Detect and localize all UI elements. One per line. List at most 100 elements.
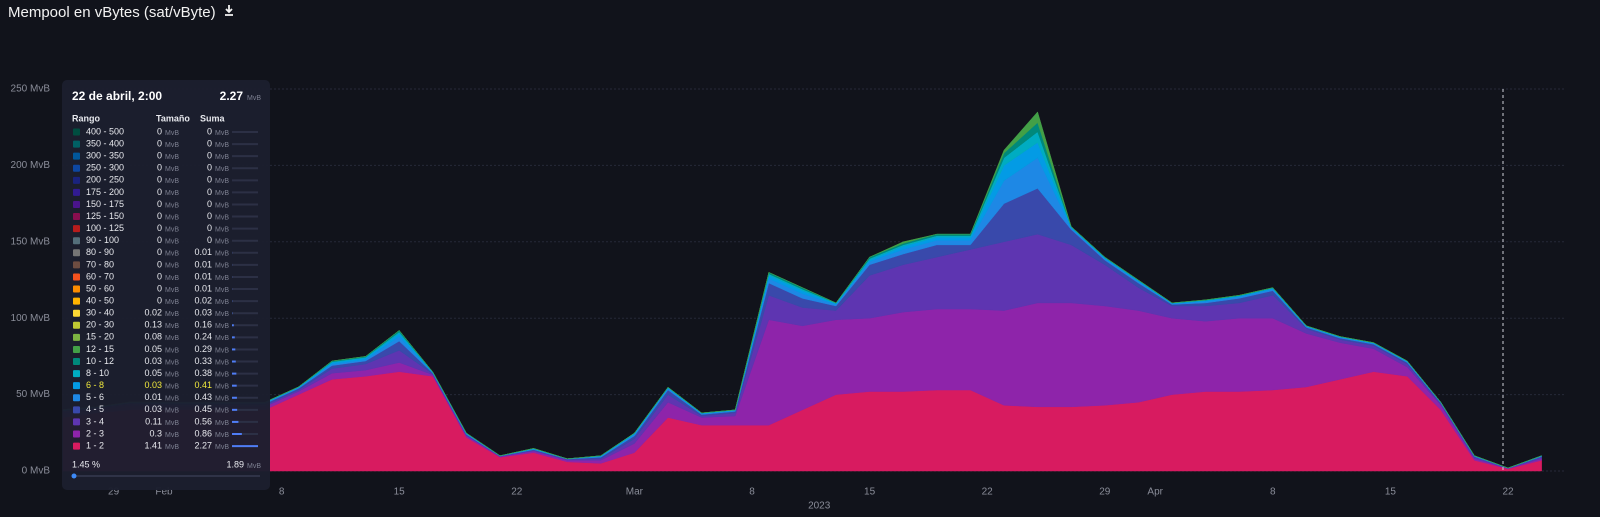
legend-sum-unit: MvB: [215, 190, 229, 197]
tooltip-footer-right: 1.89: [226, 459, 244, 469]
legend-sum: 0.01: [194, 247, 212, 257]
legend-size-unit: MvB: [165, 275, 179, 282]
legend-swatch: [73, 333, 80, 341]
legend-range: 80 - 90: [86, 247, 114, 257]
legend-swatch: [73, 213, 80, 221]
legend-range: 250 - 300: [86, 163, 124, 173]
legend-size-unit: MvB: [165, 408, 179, 415]
legend-range: 30 - 40: [86, 308, 114, 318]
legend-sum: 0.01: [194, 283, 212, 293]
legend-sum: 0.01: [194, 259, 212, 269]
legend-size: 0.05: [144, 368, 162, 378]
legend-range: 6 - 8: [86, 380, 104, 390]
legend-size-unit: MvB: [165, 251, 179, 258]
tooltip-header: Suma: [200, 113, 226, 123]
legend-sum: 0.03: [194, 308, 212, 318]
legend-size-unit: MvB: [165, 432, 179, 439]
legend-sum: 0.33: [194, 356, 212, 366]
legend-sum-unit: MvB: [215, 275, 229, 282]
legend-swatch: [73, 152, 80, 160]
legend-swatch: [73, 442, 80, 450]
tooltip-header: Tamaño: [156, 113, 190, 123]
legend-sum: 0: [207, 199, 212, 209]
legend-swatch: [73, 273, 80, 281]
legend-size-unit: MvB: [165, 347, 179, 354]
legend-sum-unit: MvB: [215, 154, 229, 161]
legend-size: 0.05: [144, 344, 162, 354]
legend-sum: 0.24: [194, 332, 212, 342]
legend-range: 12 - 15: [86, 344, 114, 354]
legend-size: 0: [157, 211, 162, 221]
legend-size: 0.08: [144, 332, 162, 342]
legend-sum-unit: MvB: [215, 214, 229, 221]
download-icon[interactable]: [225, 5, 233, 16]
legend-range: 2 - 3: [86, 428, 104, 438]
legend-sum: 0: [207, 187, 212, 197]
legend-swatch: [73, 200, 80, 208]
legend-size: 0: [157, 271, 162, 281]
legend-sum-unit: MvB: [215, 311, 229, 318]
legend-sum-unit: MvB: [215, 359, 229, 366]
area: [62, 111, 1542, 469]
legend-swatch: [73, 225, 80, 233]
legend-range: 175 - 200: [86, 187, 124, 197]
legend-range: 60 - 70: [86, 271, 114, 281]
legend-size: 0: [157, 247, 162, 257]
legend-size-unit: MvB: [165, 142, 179, 149]
legend-size: 0: [157, 163, 162, 173]
legend-size: 0: [157, 235, 162, 245]
legend-range: 8 - 10: [86, 368, 109, 378]
legend-size-unit: MvB: [165, 335, 179, 342]
x-tick-label: Apr: [1147, 487, 1163, 498]
legend-swatch: [73, 237, 80, 245]
x-tick-label: 22: [982, 487, 994, 498]
legend-sum: 0.38: [194, 368, 212, 378]
legend-swatch: [73, 261, 80, 269]
legend-size-unit: MvB: [165, 178, 179, 185]
legend-sum: 0: [207, 138, 212, 148]
legend-swatch: [73, 382, 80, 390]
legend-sum-unit: MvB: [215, 166, 229, 173]
slider-handle[interactable]: [71, 473, 77, 479]
tooltip: 22 de abril, 2:00 2.27 MvB Rango Tamaño …: [62, 80, 270, 490]
legend-range: 15 - 20: [86, 332, 114, 342]
legend-swatch: [73, 285, 80, 293]
legend-size-unit: MvB: [165, 323, 179, 330]
legend-range: 100 - 125: [86, 223, 124, 233]
x-tick-label: 22: [1502, 487, 1514, 498]
x-tick-label: 22: [511, 487, 523, 498]
legend-sum-unit: MvB: [215, 202, 229, 209]
legend-sum-unit: MvB: [215, 323, 229, 330]
legend-size-unit: MvB: [165, 299, 179, 306]
legend-size-unit: MvB: [165, 190, 179, 197]
legend-sum: 0: [207, 223, 212, 233]
legend-swatch: [73, 128, 80, 136]
tooltip-title: 22 de abril, 2:00: [72, 89, 162, 103]
legend-range: 5 - 6: [86, 392, 104, 402]
x-axis-label: 2023: [808, 501, 831, 512]
legend-size-unit: MvB: [165, 166, 179, 173]
legend-sum: 0: [207, 211, 212, 221]
legend-size-unit: MvB: [165, 239, 179, 246]
legend-range: 125 - 150: [86, 211, 124, 221]
legend-range: 300 - 350: [86, 151, 124, 161]
x-tick-label: 15: [394, 487, 406, 498]
tooltip-footer-unit: MvB: [247, 463, 261, 470]
legend-swatch: [73, 164, 80, 172]
legend-range: 150 - 175: [86, 199, 124, 209]
legend-size: 0: [157, 283, 162, 293]
legend-range: 70 - 80: [86, 259, 114, 269]
download-glyph[interactable]: [225, 5, 233, 16]
tooltip-header: Rango: [72, 113, 101, 123]
legend-swatch: [73, 188, 80, 196]
legend-sum: 0: [207, 175, 212, 185]
legend-size-unit: MvB: [165, 226, 179, 233]
y-tick-label: 250 MvB: [11, 84, 51, 95]
legend-sum-unit: MvB: [215, 371, 229, 378]
legend-size: 0: [157, 295, 162, 305]
legend-swatch: [73, 297, 80, 305]
legend-swatch: [73, 249, 80, 257]
legend-swatch: [73, 345, 80, 353]
